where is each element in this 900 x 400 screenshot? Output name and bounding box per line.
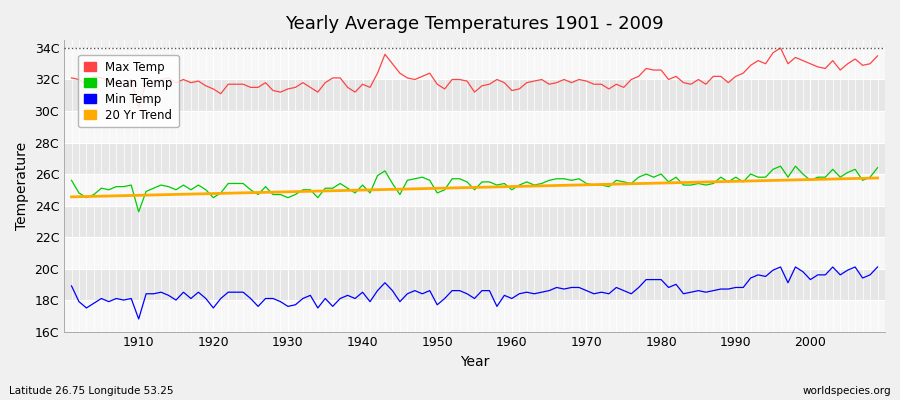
Text: worldspecies.org: worldspecies.org bbox=[803, 386, 891, 396]
Title: Yearly Average Temperatures 1901 - 2009: Yearly Average Temperatures 1901 - 2009 bbox=[285, 15, 664, 33]
Bar bbox=[64, 268, 885, 300]
Bar bbox=[64, 237, 885, 268]
Bar bbox=[64, 206, 885, 237]
Bar bbox=[64, 300, 885, 332]
Text: Latitude 26.75 Longitude 53.25: Latitude 26.75 Longitude 53.25 bbox=[9, 386, 174, 396]
Bar bbox=[64, 80, 885, 111]
Y-axis label: Temperature: Temperature bbox=[15, 142, 29, 230]
Bar bbox=[64, 174, 885, 206]
Bar bbox=[64, 48, 885, 80]
Bar bbox=[64, 142, 885, 174]
Legend: Max Temp, Mean Temp, Min Temp, 20 Yr Trend: Max Temp, Mean Temp, Min Temp, 20 Yr Tre… bbox=[78, 55, 178, 128]
X-axis label: Year: Year bbox=[460, 355, 490, 369]
Bar bbox=[64, 111, 885, 142]
